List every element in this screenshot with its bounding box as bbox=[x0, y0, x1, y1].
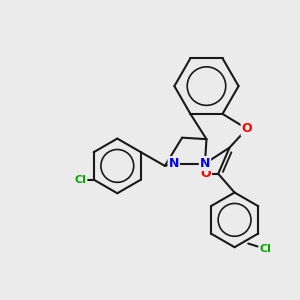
Text: Cl: Cl bbox=[260, 244, 272, 254]
Text: O: O bbox=[200, 167, 211, 180]
Text: Cl: Cl bbox=[75, 175, 86, 184]
Text: N: N bbox=[200, 157, 210, 170]
Text: N: N bbox=[169, 157, 179, 170]
Text: O: O bbox=[242, 122, 252, 135]
